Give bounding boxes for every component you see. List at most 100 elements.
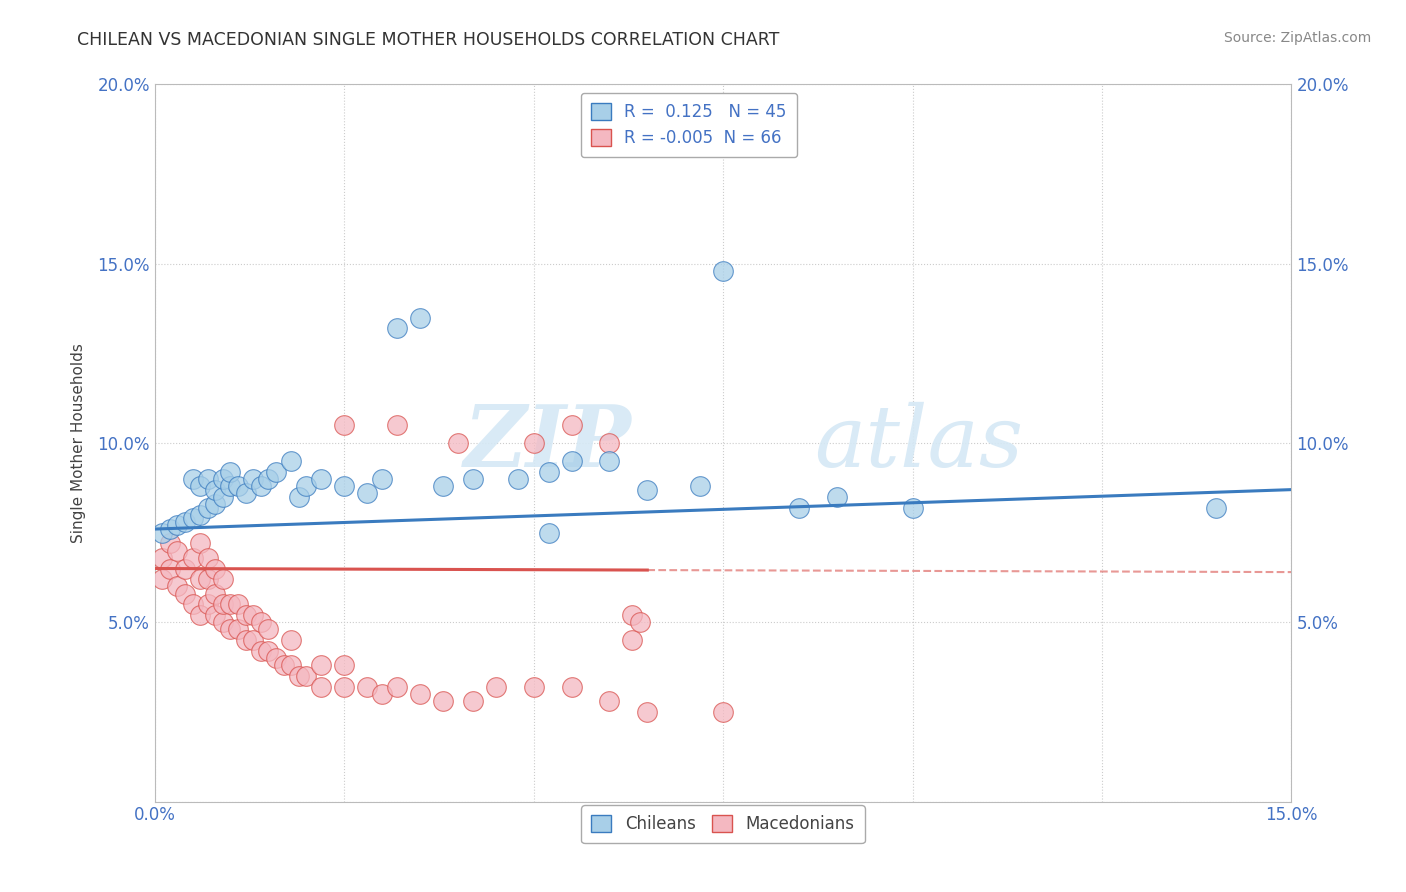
Point — [560, 680, 582, 694]
Point — [333, 680, 356, 694]
Point — [212, 598, 235, 612]
Point — [560, 418, 582, 433]
Point — [150, 525, 173, 540]
Point — [295, 479, 318, 493]
Point — [387, 321, 409, 335]
Point — [257, 623, 280, 637]
Point — [257, 472, 280, 486]
Point — [197, 472, 219, 486]
Point — [371, 472, 394, 486]
Point — [181, 598, 204, 612]
Point — [150, 572, 173, 586]
Point — [235, 633, 257, 648]
Point — [711, 264, 734, 278]
Point — [356, 486, 378, 500]
Point — [636, 705, 658, 719]
Point — [409, 310, 432, 325]
Point — [226, 598, 249, 612]
Point — [387, 680, 409, 694]
Point — [219, 479, 242, 493]
Point — [204, 586, 226, 600]
Point — [188, 536, 211, 550]
Point — [311, 658, 333, 673]
Text: CHILEAN VS MACEDONIAN SINGLE MOTHER HOUSEHOLDS CORRELATION CHART: CHILEAN VS MACEDONIAN SINGLE MOTHER HOUS… — [77, 31, 780, 49]
Point — [901, 500, 924, 515]
Point — [432, 479, 454, 493]
Point — [242, 472, 264, 486]
Point — [226, 623, 249, 637]
Point — [204, 608, 226, 623]
Point — [188, 479, 211, 493]
Legend: Chileans, Macedonians: Chileans, Macedonians — [582, 805, 865, 844]
Text: atlas: atlas — [814, 401, 1024, 484]
Point — [181, 472, 204, 486]
Point — [825, 490, 848, 504]
Point — [523, 436, 546, 450]
Point — [166, 518, 188, 533]
Point — [621, 608, 644, 623]
Point — [181, 550, 204, 565]
Point — [1205, 500, 1227, 515]
Point — [280, 633, 302, 648]
Point — [560, 454, 582, 468]
Point — [174, 586, 197, 600]
Point — [280, 454, 302, 468]
Point — [273, 658, 295, 673]
Point — [333, 479, 356, 493]
Point — [197, 598, 219, 612]
Point — [537, 465, 560, 479]
Point — [598, 436, 620, 450]
Point — [598, 454, 620, 468]
Point — [188, 508, 211, 522]
Point — [219, 623, 242, 637]
Point — [242, 633, 264, 648]
Point — [150, 550, 173, 565]
Point — [188, 572, 211, 586]
Point — [356, 680, 378, 694]
Text: ZIP: ZIP — [464, 401, 633, 484]
Point — [295, 669, 318, 683]
Point — [197, 572, 219, 586]
Point — [249, 644, 271, 658]
Point — [333, 418, 356, 433]
Point — [235, 486, 257, 500]
Point — [387, 418, 409, 433]
Point — [197, 550, 219, 565]
Point — [166, 579, 188, 593]
Point — [311, 472, 333, 486]
Point — [508, 472, 530, 486]
Point — [711, 705, 734, 719]
Point — [409, 687, 432, 701]
Point — [280, 658, 302, 673]
Point — [287, 669, 309, 683]
Point — [787, 500, 810, 515]
Point — [242, 608, 264, 623]
Point — [264, 651, 287, 665]
Point — [461, 694, 484, 708]
Point — [249, 615, 271, 630]
Point — [264, 465, 287, 479]
Point — [159, 522, 181, 536]
Point — [197, 500, 219, 515]
Point — [219, 598, 242, 612]
Point — [311, 680, 333, 694]
Point — [689, 479, 711, 493]
Point — [621, 633, 644, 648]
Point — [212, 615, 235, 630]
Point — [174, 561, 197, 575]
Point — [537, 525, 560, 540]
Point — [249, 479, 271, 493]
Point — [204, 561, 226, 575]
Point — [523, 680, 546, 694]
Point — [181, 511, 204, 525]
Point — [628, 615, 651, 630]
Point — [598, 694, 620, 708]
Point — [212, 472, 235, 486]
Y-axis label: Single Mother Households: Single Mother Households — [72, 343, 86, 543]
Point — [159, 536, 181, 550]
Point — [204, 497, 226, 511]
Point — [188, 608, 211, 623]
Point — [287, 490, 309, 504]
Point — [447, 436, 470, 450]
Point — [371, 687, 394, 701]
